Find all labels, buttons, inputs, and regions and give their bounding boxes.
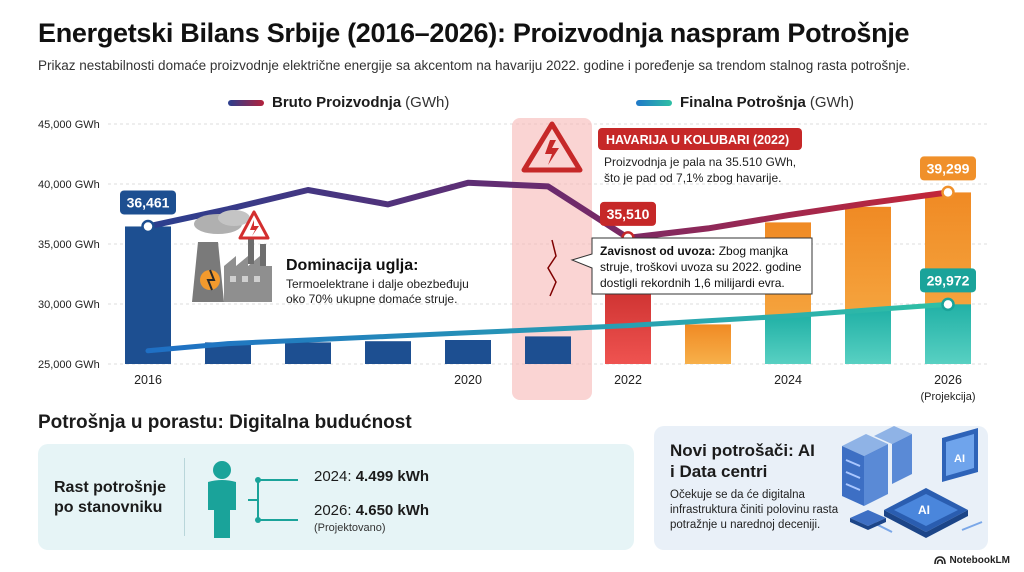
monitor-icon: AI: [942, 428, 978, 482]
per-capita-2024-year: 2024:: [314, 468, 352, 485]
coal-annotation: Dominacija uglja: Termoelektrane i dalje…: [192, 210, 469, 306]
page-subtitle: Prikaz nestabilnosti domaće proizvodnje …: [38, 58, 911, 73]
data-label-badge: [920, 268, 976, 293]
new-consumers-text: Očekuje se da će digitalna infrastruktur…: [670, 489, 839, 531]
monitor-label: AI: [954, 453, 965, 465]
data-point: [941, 297, 955, 312]
per-capita-label: Rast potrošnje po stanovniku: [54, 479, 167, 516]
coal-line-1: Termoelektrane i dalje obezbeđuju: [286, 277, 469, 291]
notebooklm-icon: [934, 556, 947, 565]
x-tick-label: 2020: [454, 373, 482, 387]
import-line-1: Zbog manjka: [715, 244, 788, 258]
x-tick-label: 2022: [614, 373, 642, 387]
server-rack-icon: [842, 426, 912, 506]
per-capita-2026-year: 2026:: [314, 502, 352, 519]
havarija-title: HAVARIJA U KOLUBARI (2022): [606, 133, 789, 147]
bar-2019: [365, 341, 411, 364]
energy-chart: 45,000 GWh 40,000 GWh 35,000 GWh 30,000 GWh…: [38, 118, 990, 403]
y-tick-label: 30,000 GWh: [38, 299, 100, 311]
person-icon: [208, 461, 298, 538]
legend-production-swatch: [228, 99, 264, 106]
per-capita-2026-note: (Projektovano): [314, 522, 386, 534]
legend-production: Bruto Proizvodnja (GWh): [228, 94, 449, 111]
y-tick-label: 45,000 GWh: [38, 119, 100, 131]
factory-icon: [192, 210, 272, 302]
data-label: 36,461: [127, 194, 170, 210]
data-label-badge: [920, 156, 976, 181]
per-capita-2024-value: 4.499 kWh: [355, 468, 430, 485]
data-label: 39,299: [927, 160, 970, 176]
bar-consumption-2024: [765, 316, 811, 364]
import-callout: Zavisnost od uvoza: Zbog manjka struje, …: [570, 237, 813, 295]
page-title: Energetski Bilans Srbije (2016–2026): Pr…: [38, 18, 910, 48]
havarija-annotation: HAVARIJA U KOLUBARI (2022) Proizvodnja j…: [598, 128, 802, 185]
new-consumers-panel: Novi potrošači: AI i Data centri Očekuje…: [654, 426, 988, 550]
data-label-badge: [600, 201, 656, 226]
chip-icon: AI: [871, 488, 983, 538]
y-tick-label: 35,000 GWh: [38, 239, 100, 251]
data-label: 35,510: [607, 206, 650, 222]
data-point: [941, 185, 955, 200]
production-line: [145, 179, 951, 241]
ai-datacenter-icon: AI AI: [842, 426, 983, 538]
new-consumers-title: Novi potrošači: AI i Data centri: [670, 441, 815, 481]
bar-2017: [205, 342, 251, 364]
panel-divider: [184, 458, 185, 536]
x-axis-projection-note: (Projekcija): [920, 391, 975, 403]
x-tick-label: 2024: [774, 373, 802, 387]
coal-line-2: oko 70% ukupne domaće struje.: [286, 292, 457, 306]
per-capita-2026-value: 4.650 kWh: [355, 502, 430, 519]
bar-2020: [445, 340, 491, 364]
per-capita-panel: Rast potrošnje po stanovniku 2024: 4.499…: [38, 444, 634, 550]
legend-production-unit: (GWh): [405, 94, 450, 111]
legend-consumption-label: Finalna Potrošnja: [680, 94, 806, 111]
crack-mark: [547, 239, 557, 297]
danger-icon: [521, 121, 583, 173]
per-capita-2026: 2026: 4.650 kWh: [314, 502, 429, 519]
brand-logo: NotebookLM: [934, 555, 1010, 566]
x-tick-label: 2016: [134, 373, 162, 387]
bar-2018: [285, 342, 331, 364]
bar-consumption-2026: [925, 304, 971, 364]
data-label: 29,972: [927, 272, 970, 288]
import-title: Zavisnost od uvoza:: [600, 244, 715, 258]
coal-title: Dominacija uglja:: [286, 257, 418, 274]
bar-2023: [685, 324, 731, 364]
brand-label: NotebookLM: [949, 555, 1010, 566]
legend-consumption-swatch: [636, 99, 672, 106]
small-chip-icon: [850, 510, 886, 530]
legend-consumption: Finalna Potrošnja (GWh): [636, 94, 854, 111]
y-tick-label: 40,000 GWh: [38, 179, 100, 191]
havarija-title-badge: [598, 128, 802, 150]
y-tick-label: 25,000 GWh: [38, 359, 100, 371]
import-line-2: struje, troškovi uvoza su 2022. godine: [600, 260, 802, 274]
import-line-3: dostigli rekordnih 1,6 milijardi evra.: [600, 276, 785, 290]
bar-consumption-2025: [845, 310, 891, 364]
bar-2016: [125, 226, 171, 364]
svg-text:Zavisnost od uvoza: Zbog manjk: Zavisnost od uvoza: Zbog manjka: [600, 244, 788, 258]
consumption-line: [145, 301, 951, 354]
havarija-line-2: što je pad od 7,1% zbog havarije.: [604, 171, 781, 185]
bar-2021: [525, 336, 571, 364]
section-title: Potrošnja u porastu: Digitalna budućnost: [38, 412, 412, 433]
data-point: [141, 219, 155, 234]
legend-production-label: Bruto Proizvodnja: [272, 94, 402, 111]
havarija-line-1: Proizvodnja je pala na 35.510 GWh,: [604, 155, 796, 169]
data-label-badge: [120, 190, 176, 215]
x-tick-label: 2026: [934, 373, 962, 387]
chip-label: AI: [918, 503, 930, 517]
legend-consumption-unit: (GWh): [809, 94, 855, 111]
per-capita-2024: 2024: 4.499 kWh: [314, 468, 429, 485]
